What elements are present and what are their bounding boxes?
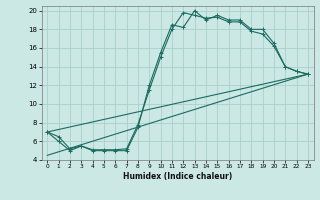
X-axis label: Humidex (Indice chaleur): Humidex (Indice chaleur) [123,172,232,181]
